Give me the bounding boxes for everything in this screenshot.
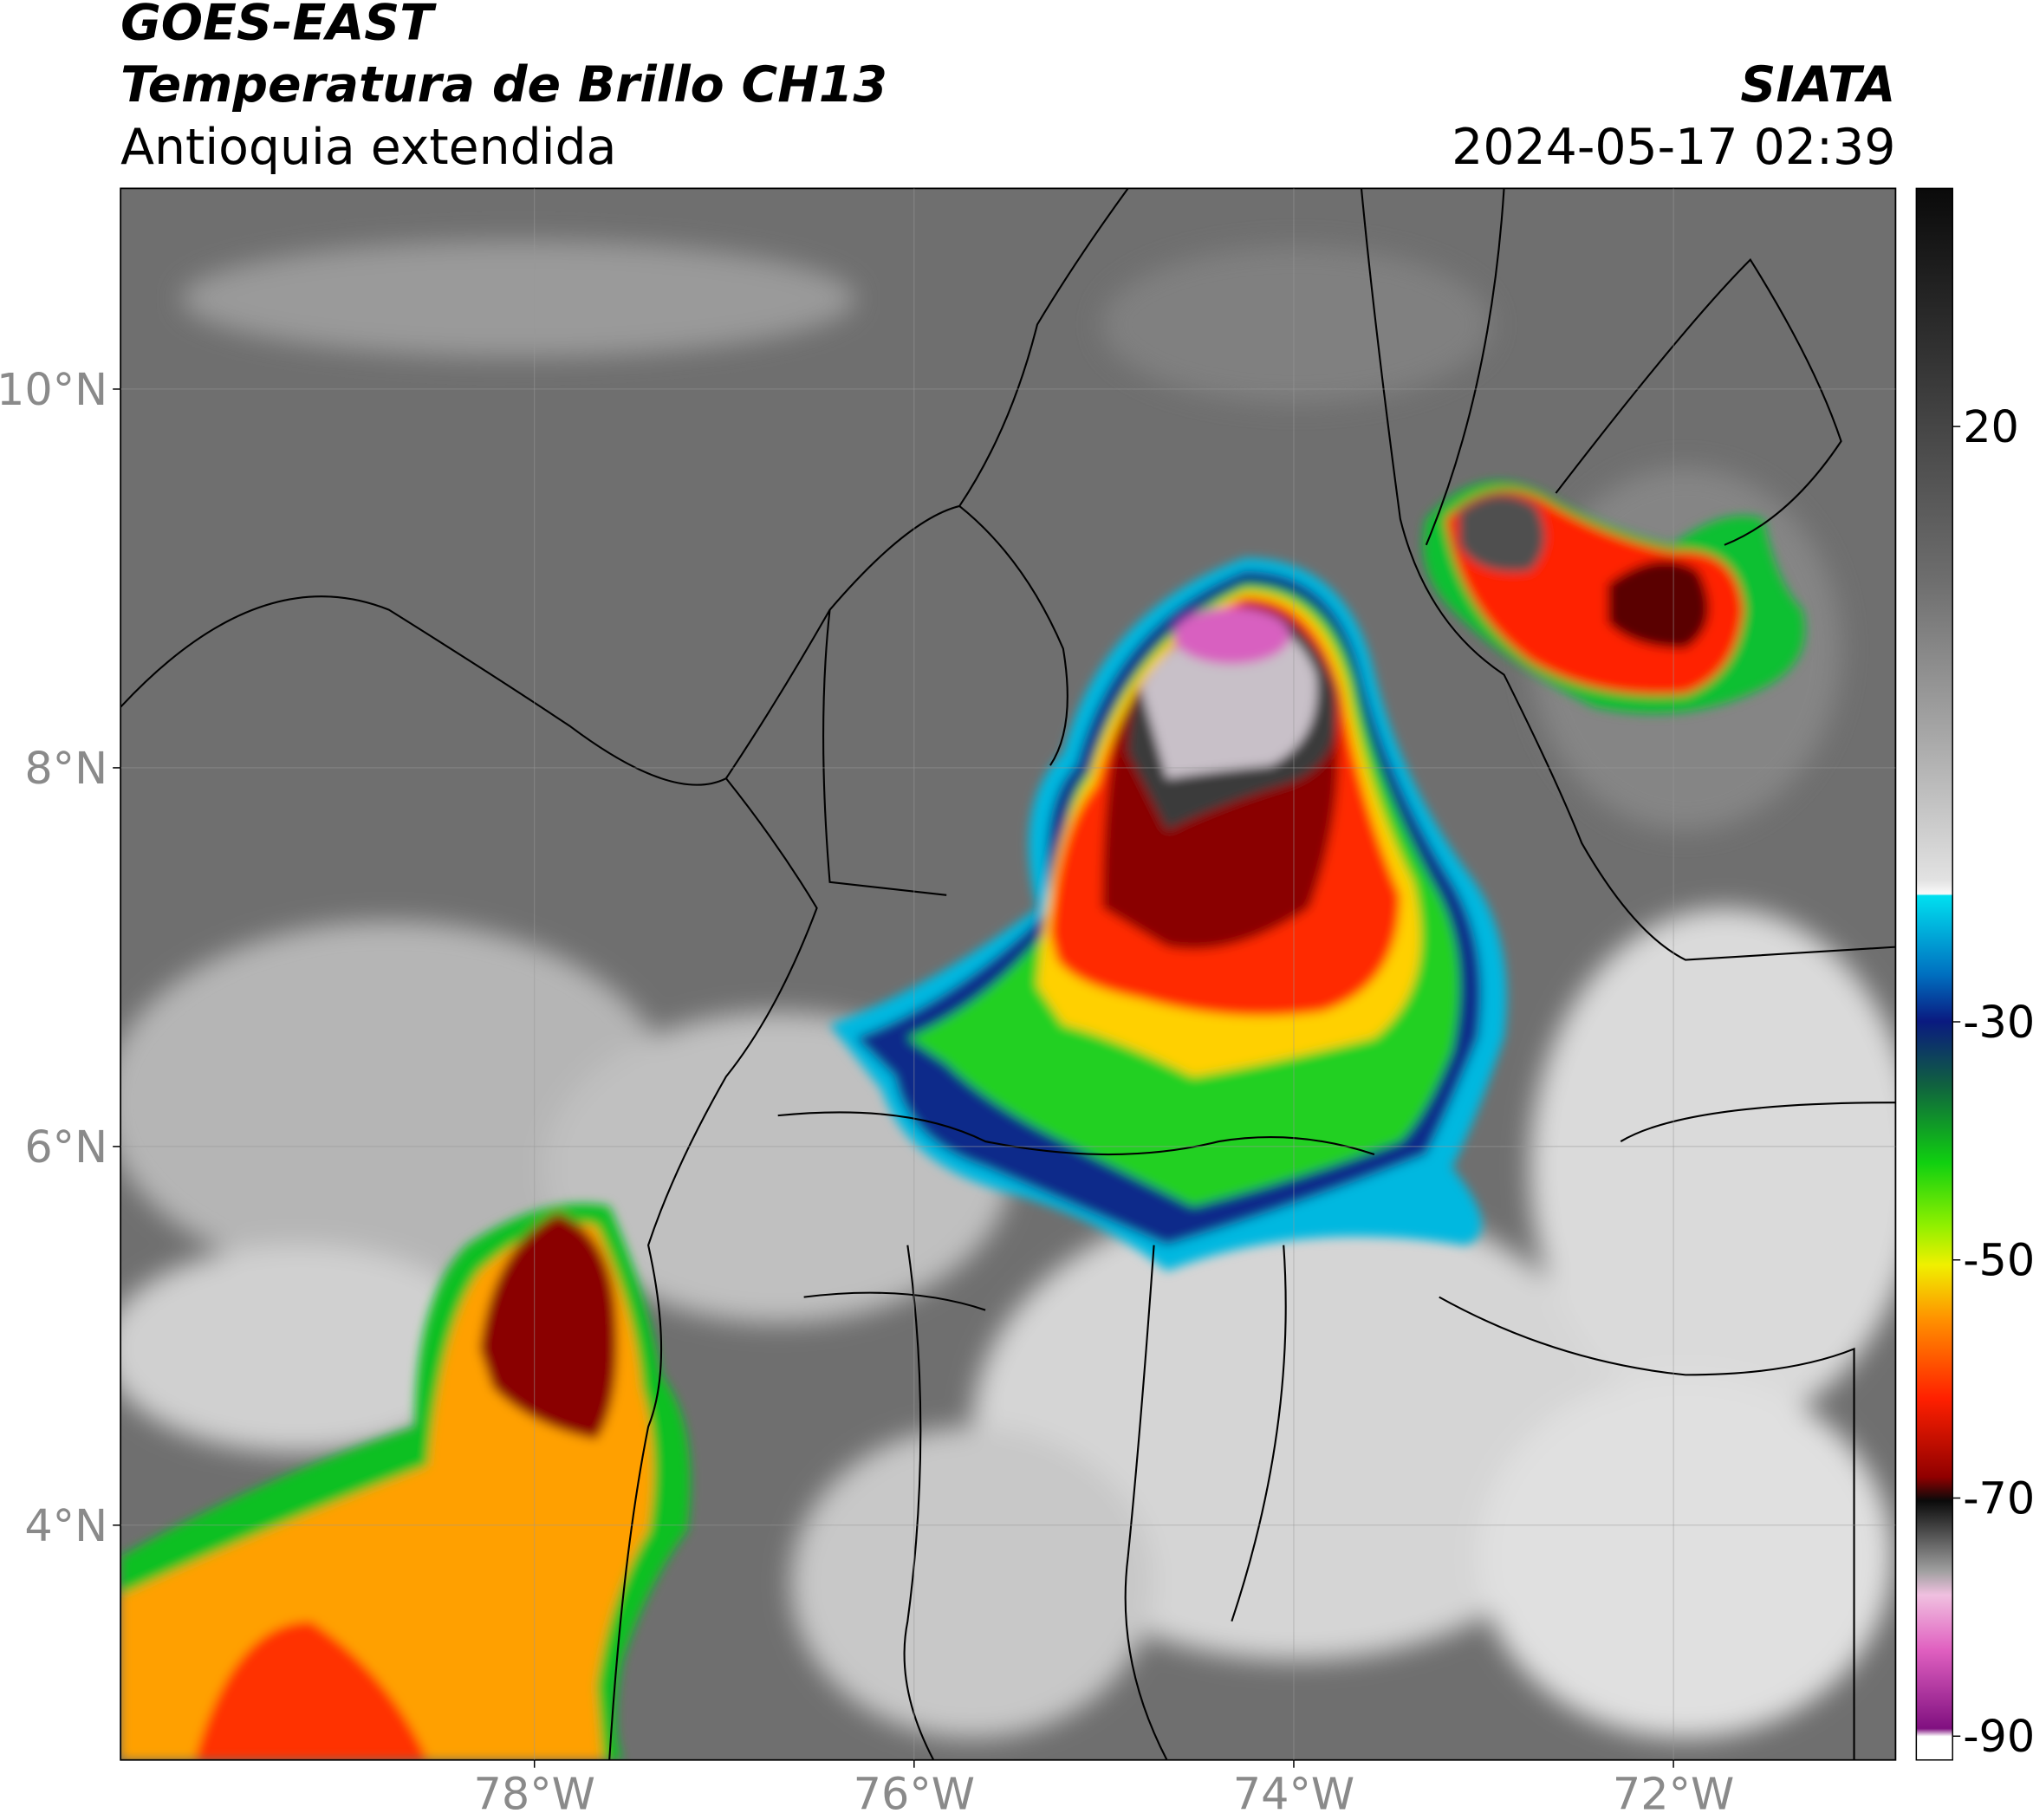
map-frame: [120, 187, 1897, 1761]
colorbar-tick-label: 20: [1963, 401, 2019, 452]
x-tick-label: 76°W: [854, 1769, 975, 1820]
source: SIATA: [1740, 56, 1895, 114]
y-tick-label: 8°N: [24, 743, 107, 794]
colorbar-tick-label: -70: [1963, 1472, 2033, 1524]
datetime: 2024-05-17 02:39: [1452, 119, 1895, 176]
x-tick-label: 72°W: [1613, 1769, 1734, 1820]
colorbar-tick-label: -30: [1963, 997, 2033, 1048]
region: Antioquia extendida: [120, 119, 616, 176]
graticule: 78°W 76°W 74°W 72°W 10°N 8°N 6°N 4°N: [0, 188, 1896, 1820]
y-tick-label: 10°N: [0, 364, 107, 415]
convection: [120, 481, 1805, 1760]
boundaries: [120, 188, 1896, 1760]
title: GOES-EAST: [120, 0, 437, 51]
y-tick-label: 4°N: [24, 1500, 107, 1551]
satellite-image: [120, 188, 1896, 1760]
clouds: [120, 240, 1896, 1739]
x-tick-label: 74°W: [1233, 1769, 1354, 1820]
y-tick-label: 6°N: [24, 1121, 107, 1173]
colorbar: [1915, 187, 1953, 1761]
colorbar-tick-label: -50: [1963, 1235, 2033, 1286]
subtitle: Temperatura de Brillo CH13: [120, 56, 887, 114]
x-tick-label: 78°W: [473, 1769, 594, 1820]
colorbar-tick-label: -90: [1963, 1711, 2033, 1762]
